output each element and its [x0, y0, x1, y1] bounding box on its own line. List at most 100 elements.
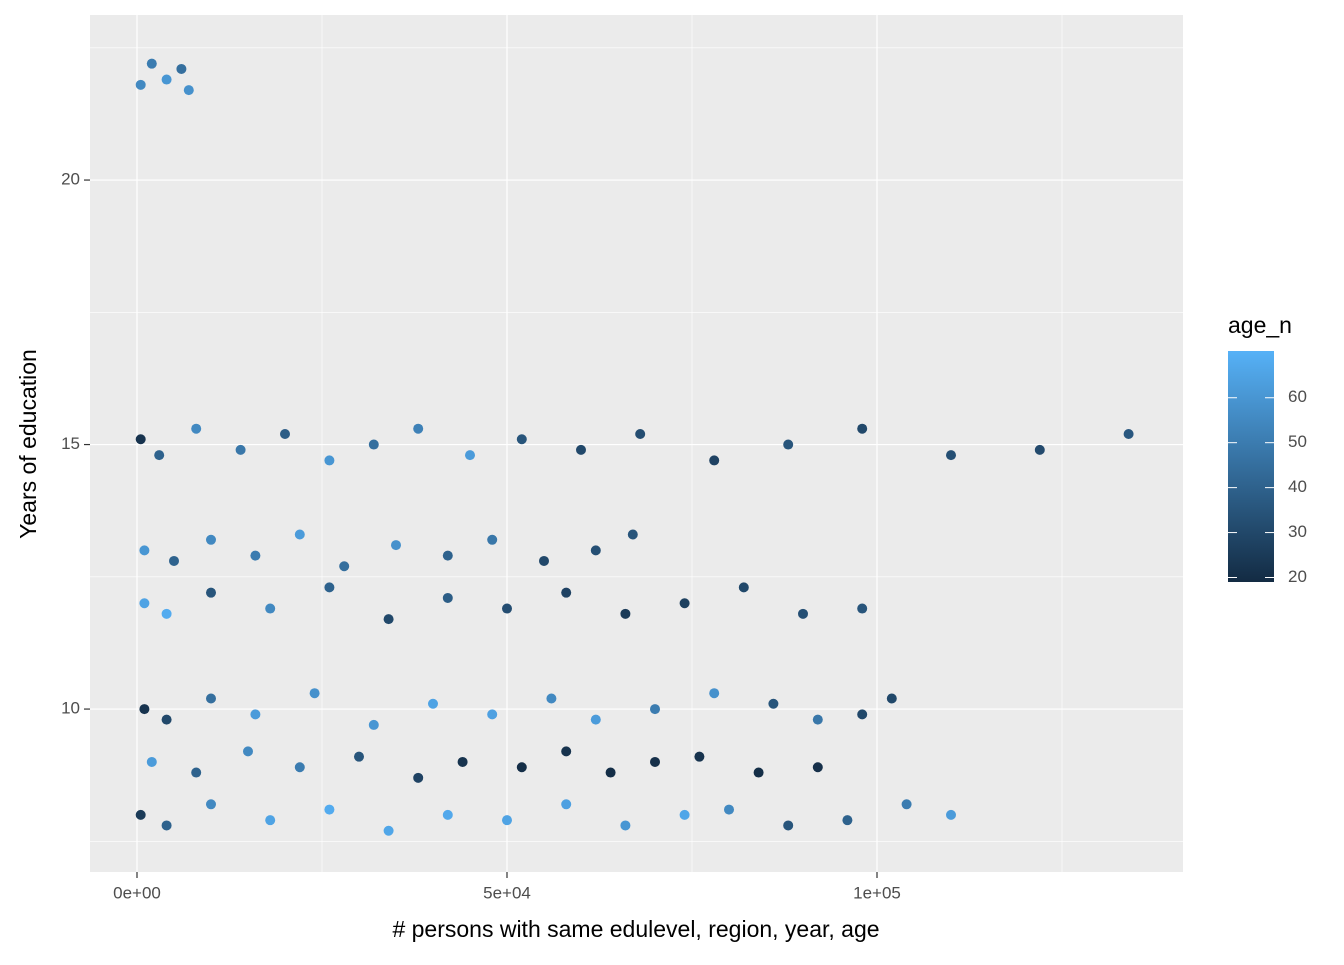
point [546, 693, 557, 704]
point [516, 434, 527, 445]
point [168, 555, 179, 566]
colorbar-label: 60 [1288, 387, 1307, 406]
y-tick-label: 20 [61, 170, 80, 189]
point [694, 751, 705, 762]
point [575, 444, 586, 455]
point [798, 608, 809, 619]
point [242, 746, 253, 757]
x-tick-label: 1e+05 [853, 883, 901, 902]
point [679, 809, 690, 820]
point [294, 762, 305, 773]
point [857, 423, 868, 434]
panel [90, 15, 1183, 872]
point [464, 450, 475, 461]
point [842, 815, 853, 826]
point [139, 545, 150, 556]
y-tick-label: 10 [61, 699, 80, 718]
point [161, 820, 172, 831]
point [161, 74, 172, 85]
point [154, 450, 165, 461]
point [368, 439, 379, 450]
point [886, 693, 897, 704]
point [724, 804, 735, 815]
point [383, 614, 394, 625]
point [324, 804, 335, 815]
point [235, 444, 246, 455]
point [390, 540, 401, 551]
point [265, 603, 276, 614]
x-tick-label: 5e+04 [483, 883, 531, 902]
point [146, 58, 157, 69]
point [620, 608, 631, 619]
point [139, 598, 150, 609]
point [783, 439, 794, 450]
point [650, 756, 661, 767]
point [250, 550, 261, 561]
colorbar [1228, 351, 1274, 582]
point [353, 751, 364, 762]
point [191, 767, 202, 778]
point [324, 455, 335, 466]
point [250, 709, 261, 720]
point [368, 719, 379, 730]
point [413, 423, 424, 434]
point [279, 428, 290, 439]
point [857, 603, 868, 614]
point [709, 688, 720, 699]
point [135, 809, 146, 820]
point [205, 534, 216, 545]
point [1123, 428, 1134, 439]
point [946, 450, 957, 461]
colorbar-label: 40 [1288, 477, 1307, 496]
point [487, 709, 498, 720]
point [561, 746, 572, 757]
colorbar-label: 20 [1288, 567, 1307, 586]
point [191, 423, 202, 434]
y-axis-title: Years of education [15, 349, 41, 539]
point [442, 550, 453, 561]
point [205, 693, 216, 704]
point [205, 587, 216, 598]
point [487, 534, 498, 545]
point [205, 799, 216, 810]
point [812, 714, 823, 725]
point [679, 598, 690, 609]
point [605, 767, 616, 778]
point [146, 756, 157, 767]
point [427, 698, 438, 709]
point [768, 698, 779, 709]
point [442, 592, 453, 603]
point [561, 587, 572, 598]
point [161, 714, 172, 725]
point [135, 434, 146, 445]
point [324, 582, 335, 593]
point [176, 63, 187, 74]
point [857, 709, 868, 720]
legend-title: age_n [1228, 312, 1292, 338]
point [783, 820, 794, 831]
point [753, 767, 764, 778]
point [538, 555, 549, 566]
point [620, 820, 631, 831]
point [590, 714, 601, 725]
point [1034, 444, 1045, 455]
point [738, 582, 749, 593]
x-axis-title: # persons with same edulevel, region, ye… [392, 916, 879, 942]
colorbar-label: 30 [1288, 522, 1307, 541]
point [709, 455, 720, 466]
point [457, 756, 468, 767]
point [501, 815, 512, 826]
x-tick-label: 0e+00 [113, 883, 161, 902]
point [650, 704, 661, 715]
point [946, 809, 957, 820]
point [413, 772, 424, 783]
point [627, 529, 638, 540]
point [635, 428, 646, 439]
point [383, 825, 394, 836]
point [139, 704, 150, 715]
point [183, 85, 194, 96]
point [516, 762, 527, 773]
point [501, 603, 512, 614]
colorbar-label: 50 [1288, 432, 1307, 451]
